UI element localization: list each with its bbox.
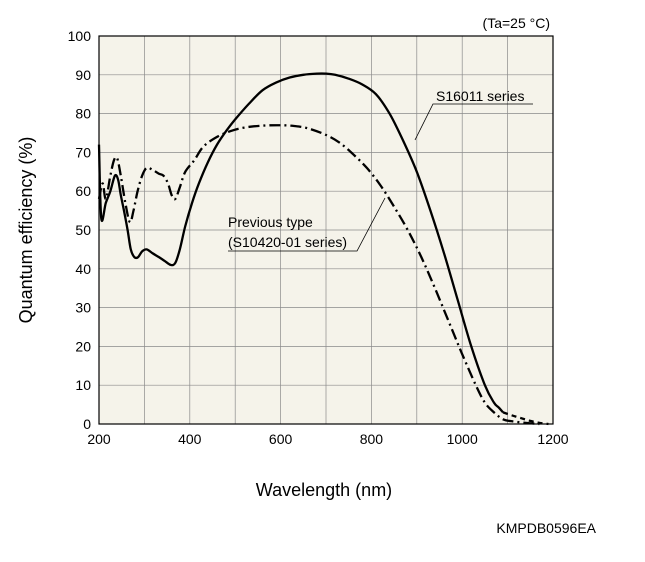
previous-type-leader-line [228, 197, 386, 252]
s16011-series-line [97, 72, 504, 414]
x-tick-label: 600 [269, 431, 293, 447]
series-layer [97, 72, 549, 426]
s16011-series-label: S16011 series [436, 88, 524, 104]
condition-label: (Ta=25 °C) [483, 15, 550, 31]
figure-code: KMPDB0596EA [496, 520, 596, 536]
s16011-leader-line [414, 103, 533, 141]
y-tick-label: 90 [75, 67, 91, 83]
y-tick-label: 20 [75, 338, 91, 354]
y-tick-label: 50 [75, 222, 91, 238]
previous-type-series-line [97, 124, 540, 426]
x-tick-label: 1000 [447, 431, 478, 447]
plot-frame [98, 35, 554, 425]
previous-type-label-line1: Previous type [228, 214, 313, 230]
y-tick-label: 40 [75, 261, 91, 277]
s16011-annotation: S16011 series [414, 88, 533, 141]
x-tick-label: 800 [360, 431, 384, 447]
y-axis-title: Quantum efficiency (%) [16, 137, 36, 324]
tick-labels: 200 400 600 800 1000 1200 0 10 20 30 40 50 60 70 80 90 1… [68, 28, 569, 447]
s16011-extrapolation-line [502, 411, 549, 426]
x-tick-label: 200 [87, 431, 111, 447]
previous-type-label-line2: (S10420-01 series) [228, 234, 347, 250]
previous-type-annotation: Previous type (S10420-01 series) [228, 197, 386, 252]
x-tick-label: 1200 [537, 431, 568, 447]
y-tick-label: 10 [75, 377, 91, 393]
y-tick-label: 100 [68, 28, 92, 44]
y-tick-label: 30 [75, 300, 91, 316]
y-tick-label: 70 [75, 144, 91, 160]
y-tick-label: 60 [75, 183, 91, 199]
x-axis-title: Wavelength (nm) [256, 480, 392, 500]
y-tick-label: 0 [83, 416, 91, 432]
y-tick-label: 80 [75, 106, 91, 122]
x-tick-label: 400 [178, 431, 202, 447]
